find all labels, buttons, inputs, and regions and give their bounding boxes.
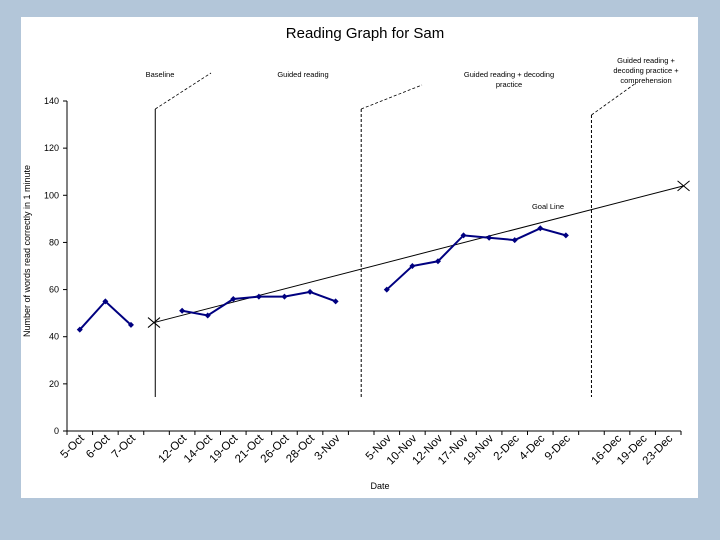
data-point	[537, 225, 544, 232]
phase-label: practice	[496, 80, 522, 89]
data-point	[486, 234, 493, 241]
data-point	[102, 298, 109, 305]
data-point	[383, 286, 390, 293]
y-tick-label: 100	[44, 190, 59, 200]
goal-endpoint-x	[147, 317, 161, 328]
goal-line	[153, 185, 684, 324]
phase-leader-line	[155, 72, 212, 110]
phase-label: decoding practice +	[613, 66, 679, 75]
data-point	[127, 321, 134, 328]
data-point	[255, 293, 262, 300]
data-point	[409, 263, 416, 269]
x-tick-label: 9-Dec	[543, 432, 573, 462]
data-point	[179, 307, 186, 314]
phase-label: comprehension	[620, 76, 671, 85]
data-point	[307, 288, 314, 295]
phase-labels: Baseline Guided reading Guided reading + d…	[146, 56, 680, 89]
series-line	[386, 227, 567, 291]
phase-annotations	[154, 72, 637, 397]
phase-label: Baseline	[146, 70, 175, 79]
phase-label: Guided reading +	[617, 56, 675, 65]
phase-label: Guided reading + decoding	[464, 70, 554, 79]
data-point	[460, 232, 467, 239]
x-tick-label: 2-Dec	[492, 432, 522, 462]
data-point	[511, 237, 518, 244]
series-line	[79, 299, 132, 331]
x-tick-label: 3-Nov	[313, 432, 343, 462]
data-point	[204, 312, 211, 319]
chart-frame: Reading Graph for Sam Baseline Guided rea…	[21, 17, 698, 498]
phase-label: Guided reading	[277, 70, 328, 79]
data-point	[76, 326, 83, 333]
x-tick-label: 6-Oct	[84, 432, 113, 461]
series-group	[76, 225, 569, 333]
y-tick-label: 40	[49, 332, 59, 342]
x-tick-label: 28-Oct	[284, 432, 317, 465]
data-point	[332, 298, 339, 305]
x-tick-label: 5-Oct	[59, 432, 88, 461]
goal-line-label: Goal Line	[532, 202, 564, 211]
phase-leader-line	[591, 82, 637, 116]
y-axis-label: Number of words read correctly in 1 minu…	[22, 165, 32, 337]
data-point	[434, 258, 441, 265]
y-tick-label: 60	[49, 285, 59, 295]
y-tick-label: 80	[49, 237, 59, 247]
goal-line-group: Goal Line	[147, 180, 690, 328]
x-tick-label: 4-Dec	[517, 432, 547, 462]
x-tick-label: 7-Oct	[110, 432, 139, 461]
data-point	[562, 232, 569, 239]
y-tick-label: 20	[49, 379, 59, 389]
chart-title: Reading Graph for Sam	[286, 25, 444, 42]
y-tick-label: 0	[54, 426, 59, 436]
data-point	[281, 293, 288, 300]
goal-endpoint-x	[677, 180, 690, 192]
phase-leader-line	[361, 84, 423, 110]
x-axis-label: Date	[370, 481, 389, 491]
y-axis: 0 20 40 60 80 100 120 140	[44, 96, 67, 436]
reading-chart: Reading Graph for Sam Baseline Guided rea…	[22, 25, 690, 491]
y-tick-label: 120	[44, 143, 59, 153]
data-point	[230, 296, 237, 302]
y-tick-label: 140	[44, 96, 59, 106]
